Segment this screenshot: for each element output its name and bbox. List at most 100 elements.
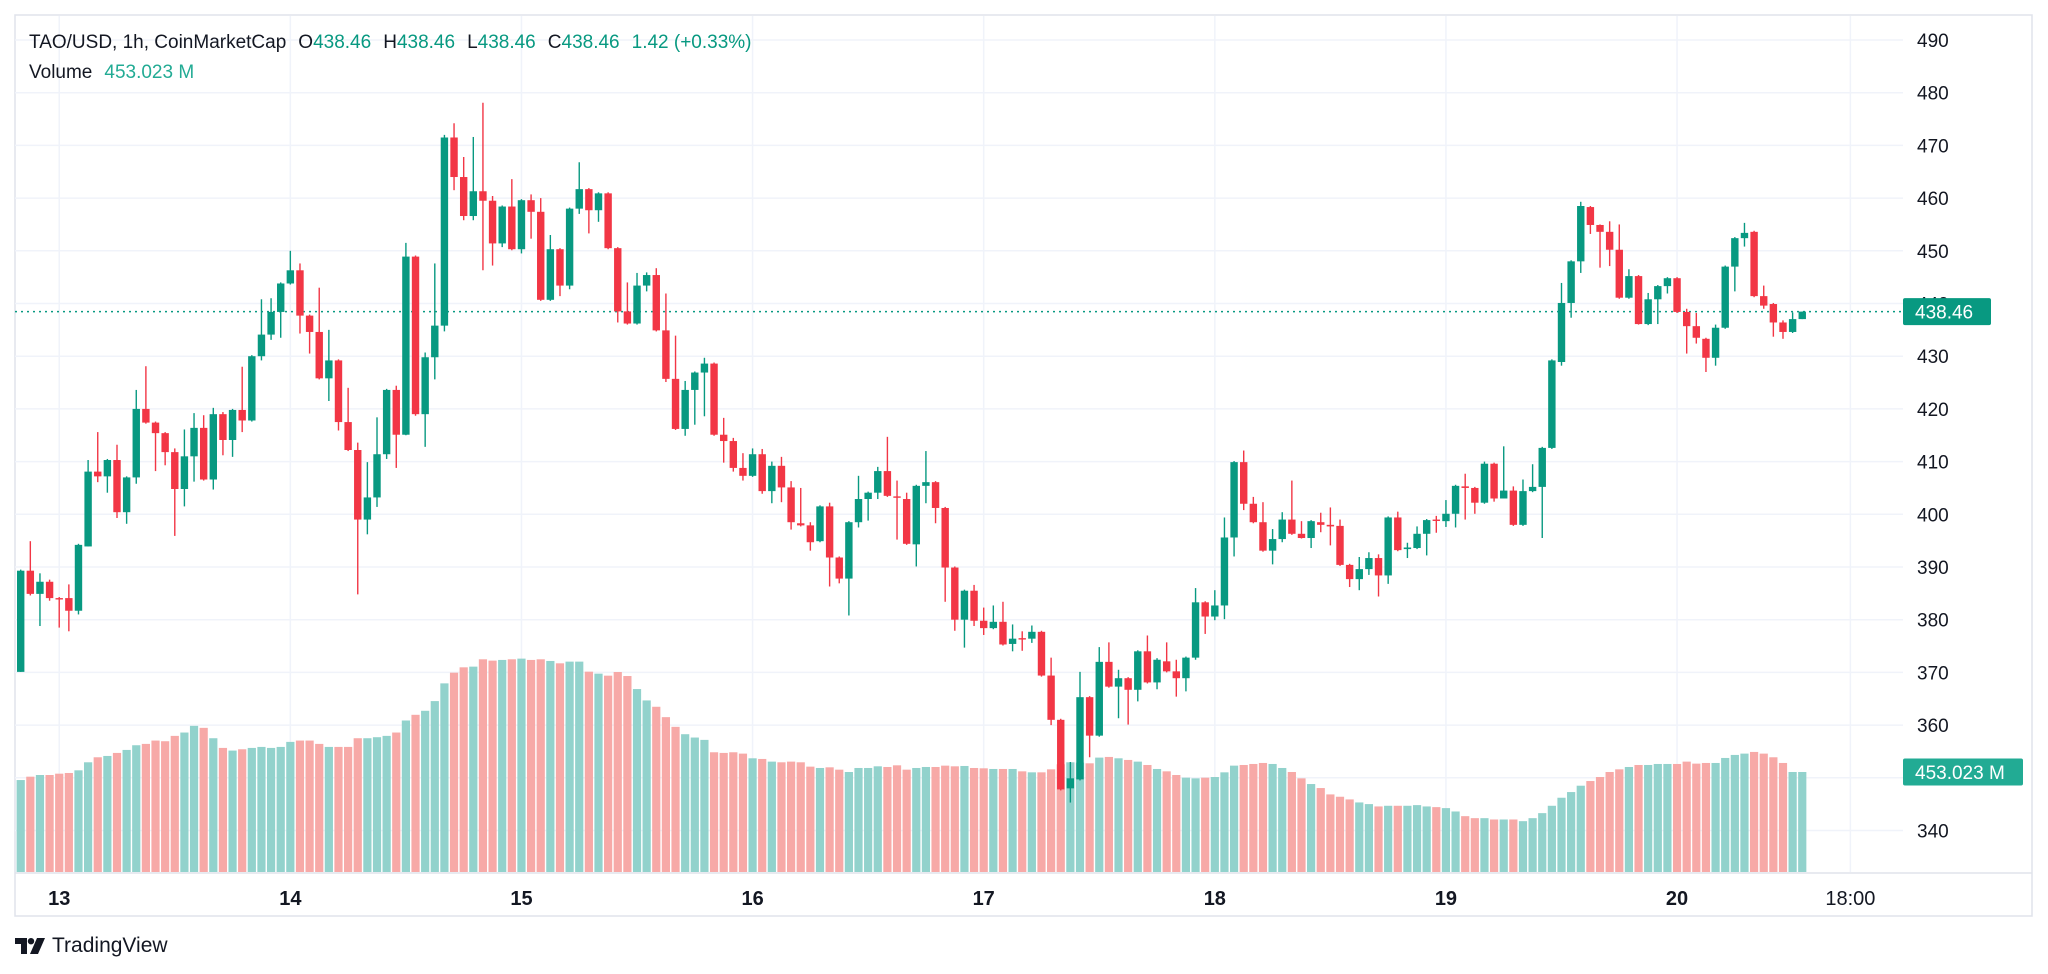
candle <box>1509 486 1518 526</box>
candle <box>1461 473 1469 520</box>
candle <box>171 448 179 536</box>
candle-body <box>459 177 468 217</box>
candle-body <box>1066 778 1075 789</box>
candle-body <box>1230 462 1238 538</box>
candle-body <box>199 427 208 480</box>
candle-body <box>17 570 25 672</box>
volume-bar <box>969 767 979 872</box>
volume-bar <box>266 747 276 872</box>
candle-body <box>45 581 54 599</box>
candle <box>84 460 92 547</box>
volume-bar <box>151 740 160 872</box>
candle <box>1557 282 1566 366</box>
price-tick-label: 420 <box>1917 400 1949 421</box>
volume-bar <box>1345 799 1354 872</box>
candle-body <box>344 422 352 451</box>
candle <box>161 432 169 466</box>
volume-bar <box>748 758 757 872</box>
candle-body <box>1249 503 1258 523</box>
candle-body <box>55 598 63 600</box>
close-value: 438.46 <box>561 32 620 53</box>
candle <box>893 480 901 540</box>
candle <box>575 162 583 214</box>
volume-bar <box>488 660 497 872</box>
volume-bar <box>1605 772 1614 872</box>
volume-bar <box>594 673 603 872</box>
candle <box>537 198 545 301</box>
candle-body <box>1654 286 1662 300</box>
volume-bar <box>941 765 950 872</box>
volume-bar <box>1008 768 1017 872</box>
volume-bar <box>1239 764 1248 872</box>
volume-bar <box>1663 763 1672 872</box>
volume-bar <box>796 762 805 872</box>
tradingview-attribution[interactable]: TradingView <box>15 934 168 958</box>
candle-body <box>729 441 738 468</box>
candle-body <box>1605 231 1614 250</box>
volume-bar <box>286 741 295 872</box>
candle <box>671 335 680 430</box>
candle-body <box>575 189 583 209</box>
candle-body <box>681 389 689 429</box>
volume-bar <box>498 659 507 872</box>
candle <box>854 475 863 528</box>
symbol-title[interactable]: TAO/USD, 1h, CoinMarketCap <box>29 32 287 53</box>
candle-body <box>1211 605 1219 617</box>
candle-body <box>537 211 545 300</box>
candle <box>1471 486 1479 514</box>
volume-bar <box>1769 757 1778 872</box>
volume-bar <box>1518 821 1528 872</box>
candle-body <box>1442 513 1450 522</box>
price-tick-label: 400 <box>1917 505 1949 526</box>
candle-body <box>161 433 169 453</box>
volume-bar <box>170 735 179 872</box>
volume-bar <box>1644 764 1653 872</box>
volume-bar <box>632 689 642 872</box>
volume-bar <box>1047 769 1056 872</box>
volume-bar <box>353 738 362 872</box>
candle-body <box>1345 564 1354 580</box>
price-tick-label: 480 <box>1917 84 1949 105</box>
candle <box>1779 320 1787 339</box>
volume-bar <box>517 658 526 872</box>
candle <box>1577 201 1585 273</box>
candle-body <box>604 193 612 249</box>
candle <box>546 234 555 301</box>
volume-bar <box>546 660 555 872</box>
candle <box>498 205 506 248</box>
candle-body <box>1191 602 1200 658</box>
candle <box>825 502 834 587</box>
candle <box>45 579 54 601</box>
candle <box>36 573 44 627</box>
candle <box>1076 671 1084 781</box>
candle <box>797 487 805 527</box>
candle <box>585 188 593 234</box>
candle-body <box>1509 490 1518 525</box>
candle <box>1394 511 1402 552</box>
volume-bar <box>93 757 102 872</box>
time-axis[interactable]: 13 14 15 16 17 18 19 20 18:00 <box>48 888 1875 910</box>
volume-bar <box>1287 772 1296 872</box>
volume-bar <box>883 766 892 872</box>
candle <box>710 362 718 436</box>
candle-body <box>758 454 766 492</box>
candle <box>488 195 497 266</box>
volume-label[interactable]: Volume <box>29 62 93 83</box>
candle-body <box>1134 651 1142 690</box>
candle <box>1740 222 1749 247</box>
candle-body <box>450 137 458 178</box>
candle-body <box>883 471 892 496</box>
candle-body <box>527 200 535 212</box>
candle <box>787 481 795 530</box>
candle <box>1191 588 1200 660</box>
candle-body <box>922 482 930 486</box>
candle <box>980 607 988 635</box>
price-tick-label: 450 <box>1917 242 1949 263</box>
price-axis[interactable]: 3403603703803904004104204304404504604704… <box>1917 31 1949 843</box>
volume-bar <box>1653 763 1662 872</box>
high-label: H <box>383 32 397 53</box>
candle <box>1268 529 1277 565</box>
candle <box>922 451 930 504</box>
volume-bar <box>1595 777 1605 872</box>
